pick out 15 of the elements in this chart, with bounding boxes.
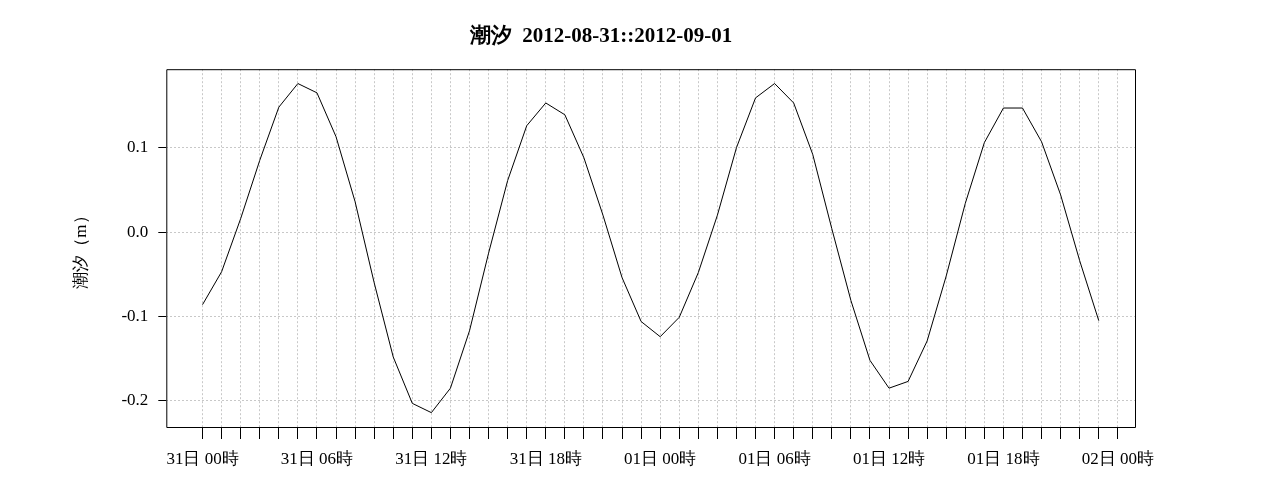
y-axis-title: 潮汐（m） <box>70 207 90 289</box>
x-tick-label: 31日 06時 <box>280 448 354 468</box>
x-tick-label: 31日 00時 <box>166 448 239 468</box>
chart-title: 潮汐 2012-08-31::2012-09-01 <box>468 23 733 48</box>
x-tick-label: 31日 18時 <box>509 448 582 468</box>
y-tick-label: -0.1 <box>121 305 149 325</box>
x-tick-label: 01日 00時 <box>624 448 697 468</box>
x-tick-label: 31日 12時 <box>395 448 468 468</box>
x-tick-label: 01日 06時 <box>738 448 811 468</box>
x-tick-label: 01日 12時 <box>852 448 926 468</box>
y-tick-label: 0.1 <box>127 137 149 157</box>
x-tick-label: 02日 00時 <box>1081 448 1154 468</box>
y-tick-label: 0.0 <box>127 221 149 241</box>
x-tick-label: 01日 18時 <box>967 448 1040 468</box>
y-tick-label: -0.2 <box>121 390 149 410</box>
